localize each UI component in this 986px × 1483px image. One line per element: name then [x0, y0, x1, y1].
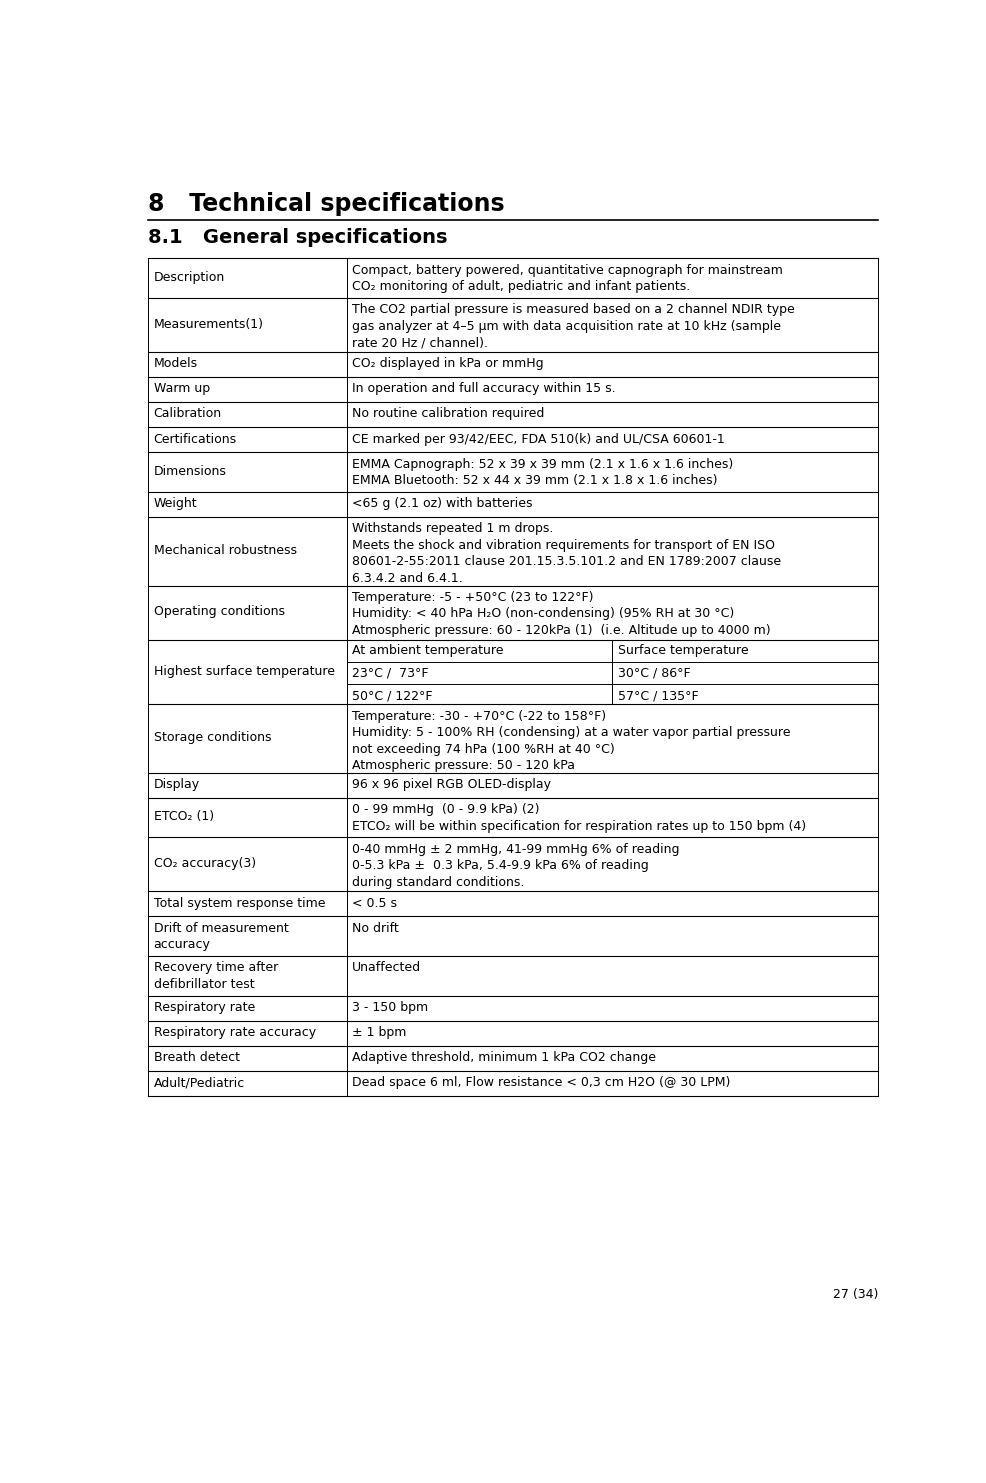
Text: Temperature: -30 - +70°C (-22 to 158°F)
Humidity: 5 - 100% RH (condensing) at a : Temperature: -30 - +70°C (-22 to 158°F) … [352, 709, 790, 773]
Text: 96 x 96 pixel RGB OLED-display: 96 x 96 pixel RGB OLED-display [352, 779, 550, 790]
Text: No drift: No drift [352, 922, 398, 934]
Text: Respiratory rate: Respiratory rate [154, 1001, 254, 1014]
Text: Adult/Pediatric: Adult/Pediatric [154, 1077, 245, 1090]
Text: 27 (34): 27 (34) [832, 1287, 878, 1301]
Text: 50°C / 122°F: 50°C / 122°F [352, 690, 432, 701]
Text: Temperature: -5 - +50°C (23 to 122°F)
Humidity: < 40 hPa H₂O (non-condensing) (9: Temperature: -5 - +50°C (23 to 122°F) Hu… [352, 590, 770, 636]
Text: 8.1   General specifications: 8.1 General specifications [148, 228, 448, 248]
Text: ± 1 bpm: ± 1 bpm [352, 1026, 406, 1040]
Text: Breath detect: Breath detect [154, 1051, 240, 1065]
Text: Adaptive threshold, minimum 1 kPa CO2 change: Adaptive threshold, minimum 1 kPa CO2 ch… [352, 1051, 656, 1065]
Text: <65 g (2.1 oz) with batteries: <65 g (2.1 oz) with batteries [352, 497, 532, 510]
Text: Storage conditions: Storage conditions [154, 731, 271, 744]
Text: Warm up: Warm up [154, 383, 209, 396]
Text: Display: Display [154, 779, 199, 790]
Text: EMMA Capnograph: 52 x 39 x 39 mm (2.1 x 1.6 x 1.6 inches)
EMMA Bluetooth: 52 x 4: EMMA Capnograph: 52 x 39 x 39 mm (2.1 x … [352, 458, 733, 488]
Text: CE marked per 93/42/EEC, FDA 510(k) and UL/CSA 60601-1: CE marked per 93/42/EEC, FDA 510(k) and … [352, 433, 724, 445]
Text: Dead space 6 ml, Flow resistance < 0,3 cm H2O (@ 30 LPM): Dead space 6 ml, Flow resistance < 0,3 c… [352, 1077, 730, 1090]
Text: Calibration: Calibration [154, 408, 222, 421]
Text: Compact, battery powered, quantitative capnograph for mainstream
CO₂ monitoring : Compact, battery powered, quantitative c… [352, 264, 782, 294]
Text: 0-40 mmHg ± 2 mmHg, 41-99 mmHg 6% of reading
0-5.3 kPa ±  0.3 kPa, 5.4-9.9 kPa 6: 0-40 mmHg ± 2 mmHg, 41-99 mmHg 6% of rea… [352, 842, 679, 888]
Text: Mechanical robustness: Mechanical robustness [154, 544, 297, 558]
Text: 3 - 150 bpm: 3 - 150 bpm [352, 1001, 428, 1014]
Text: Unaffected: Unaffected [352, 961, 421, 974]
Text: Weight: Weight [154, 497, 197, 510]
Text: Respiratory rate accuracy: Respiratory rate accuracy [154, 1026, 316, 1040]
Text: 0 - 99 mmHg  (0 - 9.9 kPa) (2)
ETCO₂ will be within specification for respiratio: 0 - 99 mmHg (0 - 9.9 kPa) (2) ETCO₂ will… [352, 804, 806, 832]
Text: ETCO₂ (1): ETCO₂ (1) [154, 810, 214, 823]
Text: Description: Description [154, 271, 225, 283]
Text: Dimensions: Dimensions [154, 466, 226, 478]
Text: 30°C / 86°F: 30°C / 86°F [617, 667, 690, 679]
Text: CO₂ displayed in kPa or mmHg: CO₂ displayed in kPa or mmHg [352, 357, 543, 371]
Text: No routine calibration required: No routine calibration required [352, 408, 544, 421]
Text: Recovery time after
defibrillator test: Recovery time after defibrillator test [154, 961, 278, 991]
Text: In operation and full accuracy within 15 s.: In operation and full accuracy within 15… [352, 383, 615, 396]
Text: 23°C /  73°F: 23°C / 73°F [352, 667, 428, 679]
Text: The CO2 partial pressure is measured based on a 2 channel NDIR type
gas analyzer: The CO2 partial pressure is measured bas… [352, 303, 794, 349]
Text: Operating conditions: Operating conditions [154, 605, 284, 618]
Text: < 0.5 s: < 0.5 s [352, 897, 396, 909]
Text: Withstands repeated 1 m drops.
Meets the shock and vibration requirements for tr: Withstands repeated 1 m drops. Meets the… [352, 522, 781, 584]
Text: Surface temperature: Surface temperature [617, 644, 747, 657]
Text: At ambient temperature: At ambient temperature [352, 644, 503, 657]
Text: 57°C / 135°F: 57°C / 135°F [617, 690, 698, 701]
Text: Measurements(1): Measurements(1) [154, 317, 263, 331]
Text: Total system response time: Total system response time [154, 897, 324, 909]
Text: Certifications: Certifications [154, 433, 237, 445]
Text: Drift of measurement
accuracy: Drift of measurement accuracy [154, 922, 288, 951]
Text: CO₂ accuracy(3): CO₂ accuracy(3) [154, 857, 255, 871]
Text: Highest surface temperature: Highest surface temperature [154, 664, 334, 678]
Text: Models: Models [154, 357, 197, 371]
Text: 8   Technical specifications: 8 Technical specifications [148, 191, 504, 217]
